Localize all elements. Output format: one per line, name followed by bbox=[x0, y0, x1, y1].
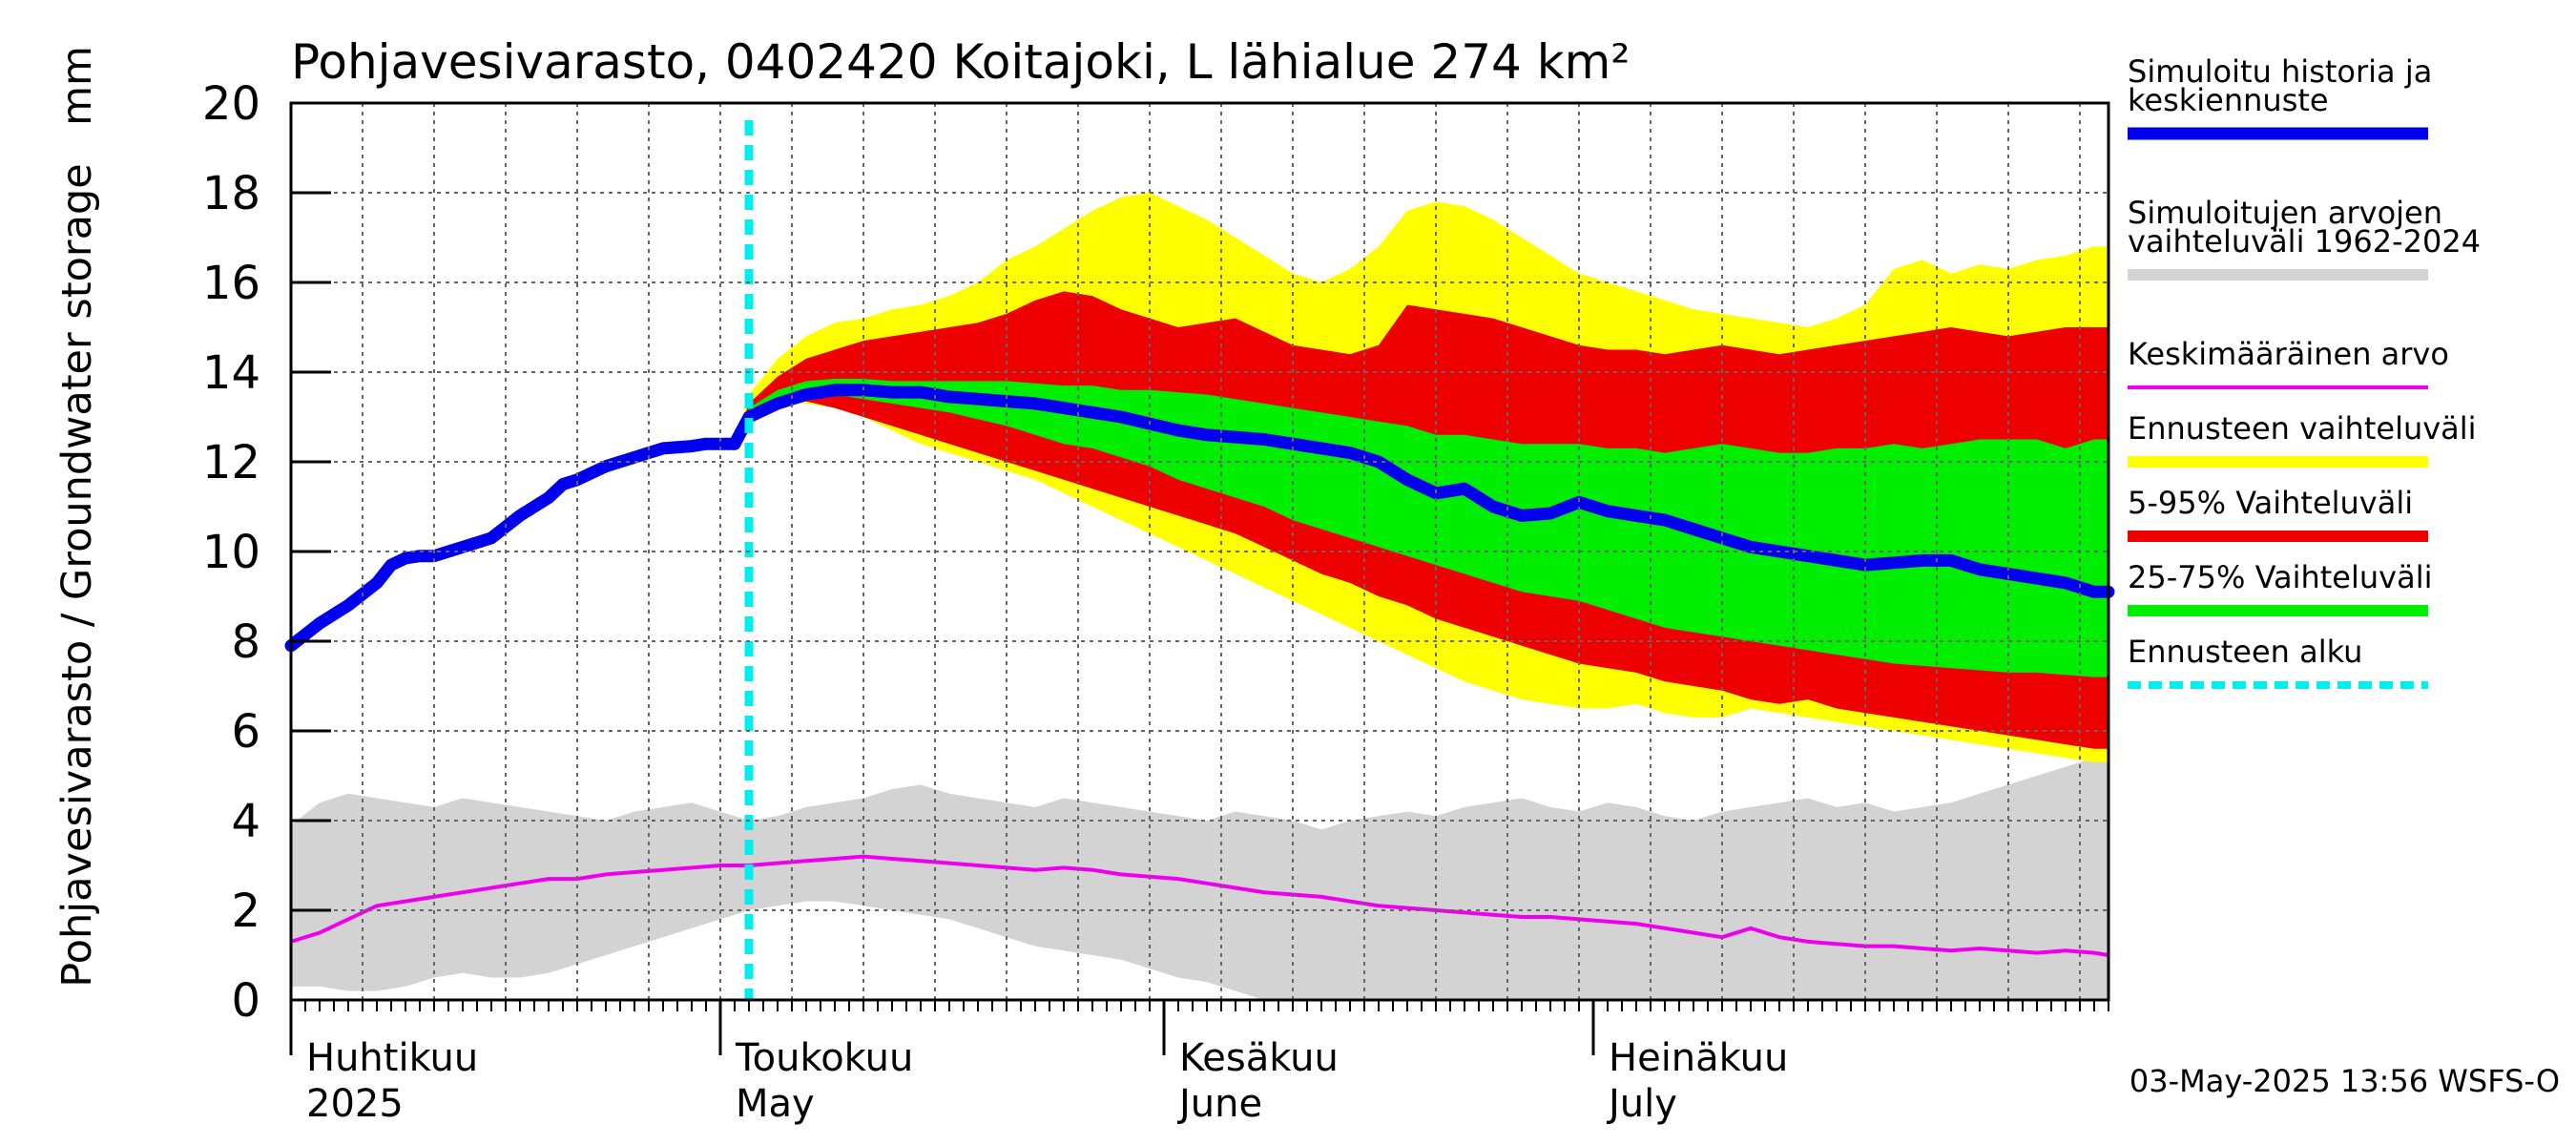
month-sublabel: July bbox=[1606, 1082, 1677, 1126]
y-tick-label: 10 bbox=[202, 526, 260, 579]
legend-label: Simuloitujen arvojen bbox=[2128, 195, 2442, 231]
month-label: Toukokuu bbox=[735, 1036, 913, 1080]
legend-label: keskiennuste bbox=[2128, 82, 2329, 118]
y-tick-label: 12 bbox=[202, 436, 260, 489]
y-tick-label: 14 bbox=[202, 346, 260, 400]
month-sublabel: 2025 bbox=[306, 1082, 404, 1126]
mean-line bbox=[290, 854, 2109, 957]
y-tick-label: 0 bbox=[231, 974, 260, 1028]
month-sublabel: June bbox=[1176, 1082, 1262, 1126]
legend-label: 5-95% Vaihteluväli bbox=[2128, 485, 2413, 521]
y-tick-label: 16 bbox=[202, 257, 260, 310]
legend-label: vaihteluväli 1962-2024 bbox=[2128, 223, 2481, 260]
plot-area bbox=[284, 120, 2115, 1000]
y-tick-label: 6 bbox=[231, 705, 260, 759]
month-label: Huhtikuu bbox=[306, 1036, 478, 1080]
y-axis-label: Pohjavesivarasto / Groundwater storage bbox=[53, 163, 101, 987]
history-line bbox=[284, 437, 741, 653]
legend-label: Ennusteen vaihteluväli bbox=[2128, 410, 2477, 447]
historical-range-band bbox=[291, 753, 2109, 1000]
median-forecast-line bbox=[728, 384, 2115, 598]
y-unit-label: mm bbox=[53, 46, 101, 126]
p25-75-band bbox=[735, 379, 2109, 677]
month-label: Kesäkuu bbox=[1179, 1036, 1339, 1080]
y-tick-label: 2 bbox=[231, 885, 260, 938]
month-sublabel: May bbox=[736, 1082, 815, 1126]
grid-lines bbox=[291, 103, 2109, 1000]
legend-label: Keskimääräinen arvo bbox=[2128, 336, 2449, 372]
y-tick-label: 20 bbox=[202, 77, 260, 131]
footer-timestamp: 03-May-2025 13:56 WSFS-O bbox=[2129, 1063, 2560, 1099]
y-tick-label: 4 bbox=[231, 795, 260, 848]
legend-label: Simuloitu historia ja bbox=[2128, 53, 2432, 90]
y-tick-label: 8 bbox=[231, 615, 260, 669]
month-label: Heinäkuu bbox=[1609, 1036, 1788, 1080]
legend-label: 25-75% Vaihteluväli bbox=[2128, 559, 2432, 595]
chart-title: Pohjavesivarasto, 0402420 Koitajoki, L l… bbox=[291, 34, 1630, 90]
y-tick-label: 18 bbox=[202, 167, 260, 220]
legend-label: Ennusteen alku bbox=[2128, 634, 2362, 670]
